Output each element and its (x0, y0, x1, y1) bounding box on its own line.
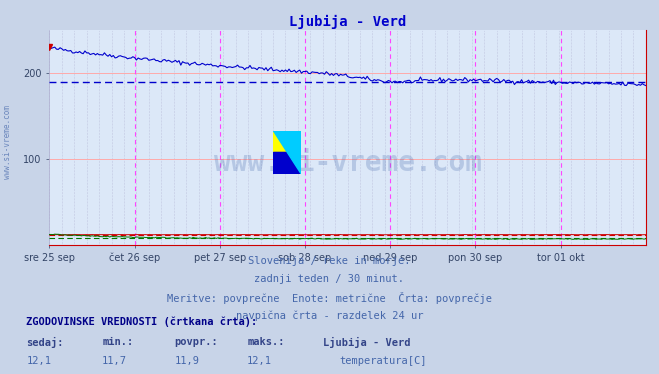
Text: Slovenija / reke in morje.: Slovenija / reke in morje. (248, 256, 411, 266)
Bar (273, 131, 287, 153)
Text: navpična črta - razdelek 24 ur: navpična črta - razdelek 24 ur (236, 310, 423, 321)
Bar (287, 131, 301, 153)
Text: www.si-vreme.com: www.si-vreme.com (3, 105, 13, 179)
Polygon shape (273, 131, 287, 153)
Polygon shape (287, 131, 301, 153)
Text: temperatura[C]: temperatura[C] (339, 356, 427, 366)
Text: sedaj:: sedaj: (26, 337, 64, 347)
Text: 11,7: 11,7 (102, 356, 127, 366)
Text: 11,9: 11,9 (175, 356, 200, 366)
Text: Ljubija - Verd: Ljubija - Verd (323, 337, 411, 347)
Text: 12,1: 12,1 (26, 356, 51, 366)
Text: povpr.:: povpr.: (175, 337, 218, 347)
Polygon shape (273, 131, 301, 174)
Text: 12,1: 12,1 (247, 356, 272, 366)
Text: www.si-vreme.com: www.si-vreme.com (214, 149, 482, 177)
Text: ZGODOVINSKE VREDNOSTI (črtkana črta):: ZGODOVINSKE VREDNOSTI (črtkana črta): (26, 316, 258, 327)
Text: min.:: min.: (102, 337, 133, 347)
Text: zadnji teden / 30 minut.: zadnji teden / 30 minut. (254, 274, 405, 284)
Polygon shape (273, 153, 301, 174)
Text: maks.:: maks.: (247, 337, 285, 347)
Bar (273, 153, 301, 174)
Text: Meritve: povprečne  Enote: metrične  Črta: povprečje: Meritve: povprečne Enote: metrične Črta:… (167, 292, 492, 304)
Title: Ljubija - Verd: Ljubija - Verd (289, 15, 406, 29)
